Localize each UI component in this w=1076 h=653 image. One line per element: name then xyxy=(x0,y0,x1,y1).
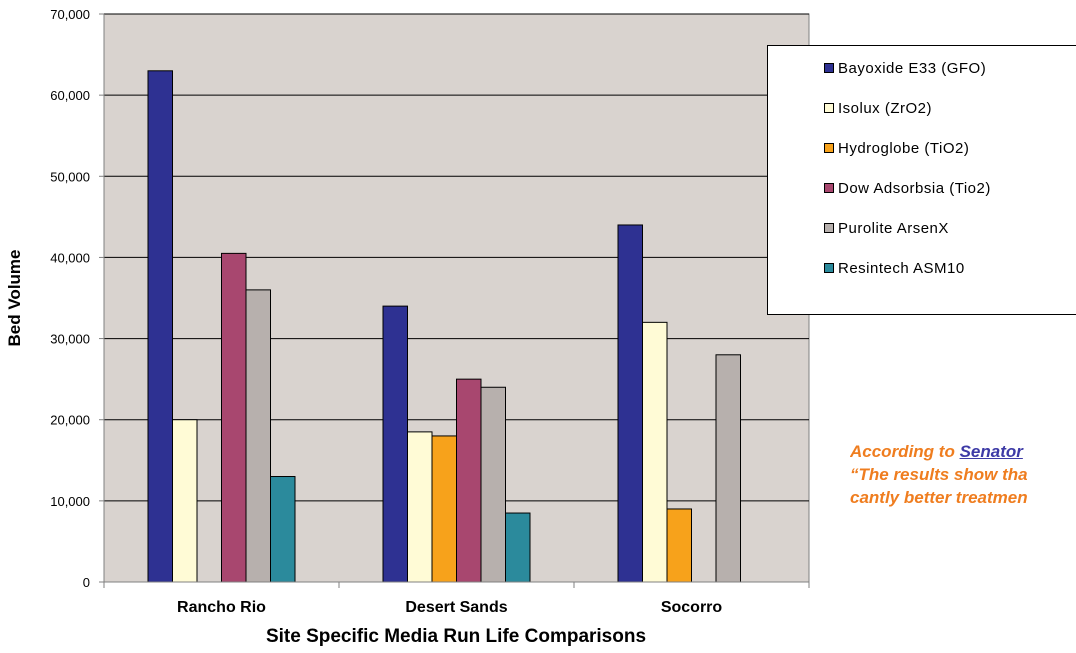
y-tick-label: 70,000 xyxy=(50,7,90,22)
y-tick-label: 20,000 xyxy=(50,413,90,428)
annotation-prefix: According to xyxy=(850,442,960,461)
legend-swatch xyxy=(824,183,834,193)
y-tick-label: 40,000 xyxy=(50,250,90,265)
y-tick-labels: 0 10,000 20,000 30,000 40,000 50,000 60,000 70,… xyxy=(50,7,90,590)
legend-item: Dow Adsorbsia (Tio2) xyxy=(824,178,991,198)
senator-link[interactable]: Senator xyxy=(959,442,1023,461)
bar xyxy=(245,289,271,583)
y-tick-label: 30,000 xyxy=(50,332,90,347)
axes xyxy=(99,13,810,588)
bar xyxy=(505,512,531,583)
annotation-line-1: According to Senator xyxy=(850,440,1076,463)
legend-label: Bayoxide E33 (GFO) xyxy=(838,59,987,77)
legend-swatch xyxy=(824,263,834,273)
bar xyxy=(382,305,408,583)
bar xyxy=(431,435,457,583)
y-tick-label: 10,000 xyxy=(50,494,90,509)
legend-label: Isolux (ZrO2) xyxy=(838,99,933,117)
bar xyxy=(221,252,247,583)
legend-swatch xyxy=(824,63,834,73)
legend-item: Bayoxide E33 (GFO) xyxy=(824,58,986,78)
legend-item: Hydroglobe (TiO2) xyxy=(824,138,969,158)
bar xyxy=(480,386,506,583)
y-axis-title: Bed Volume xyxy=(5,250,24,347)
legend-swatch xyxy=(824,103,834,113)
bar xyxy=(715,354,741,583)
legend-label: Dow Adsorbsia (Tio2) xyxy=(838,179,991,197)
bars xyxy=(147,70,741,583)
bar xyxy=(617,224,643,583)
bar xyxy=(270,476,296,583)
bar xyxy=(172,419,198,583)
legend-item: Isolux (ZrO2) xyxy=(824,98,932,118)
legend-swatch xyxy=(824,223,834,233)
legend-label: Purolite ArsenX xyxy=(838,219,949,237)
legend-swatch xyxy=(824,143,834,153)
bar xyxy=(407,431,433,583)
x-tick-label: Socorro xyxy=(661,599,723,616)
legend-label: Resintech ASM10 xyxy=(838,259,965,277)
x-tick-label: Rancho Rio xyxy=(177,599,266,616)
annotation-line-3: cantly better treatmen xyxy=(850,488,1028,507)
bar xyxy=(456,378,482,583)
y-tick-label: 60,000 xyxy=(50,88,90,103)
bar xyxy=(147,70,173,583)
x-tick-labels: Rancho Rio Desert Sands Socorro xyxy=(177,599,722,616)
bar xyxy=(642,321,668,583)
legend-item: Purolite ArsenX xyxy=(824,218,949,238)
x-axis-title: Site Specific Media Run Life Comparisons xyxy=(266,626,646,647)
y-tick-label: 50,000 xyxy=(50,169,90,184)
x-tick-label: Desert Sands xyxy=(405,599,507,616)
bar xyxy=(666,508,692,583)
annotation-line-2: “The results show tha xyxy=(850,465,1028,484)
annotation-quote: According to Senator “The results show t… xyxy=(850,440,1076,509)
legend-label: Hydroglobe (TiO2) xyxy=(838,139,970,157)
legend-item: Resintech ASM10 xyxy=(824,258,965,278)
legend: Bayoxide E33 (GFO) Isolux (ZrO2) Hydroglob… xyxy=(767,45,1076,315)
y-tick-label: 0 xyxy=(83,575,90,590)
